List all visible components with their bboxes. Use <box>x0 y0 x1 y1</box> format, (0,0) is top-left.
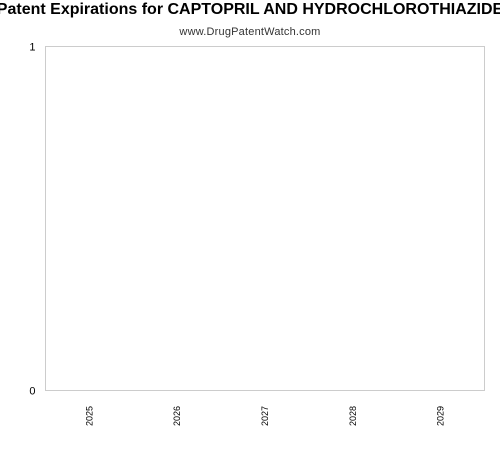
x-tick-label: 2026 <box>172 406 182 426</box>
y-axis: 01 <box>29 42 35 398</box>
plot-area-frame <box>45 46 485 391</box>
x-axis: 2025 2026 2027 2028 2029 <box>84 406 445 426</box>
x-tick-label: 2025 <box>84 406 94 426</box>
x-tick-label: 2027 <box>260 406 270 426</box>
chart-title: Patent Expirations for CAPTOPRIL AND HYD… <box>0 1 500 18</box>
y-tick-label: 1 <box>29 42 35 54</box>
x-tick-label: 2029 <box>436 406 446 426</box>
y-tick-label: 0 <box>29 386 35 398</box>
chart-subtitle: www.DrugPatentWatch.com <box>179 26 321 38</box>
x-tick-label: 2028 <box>348 406 358 426</box>
